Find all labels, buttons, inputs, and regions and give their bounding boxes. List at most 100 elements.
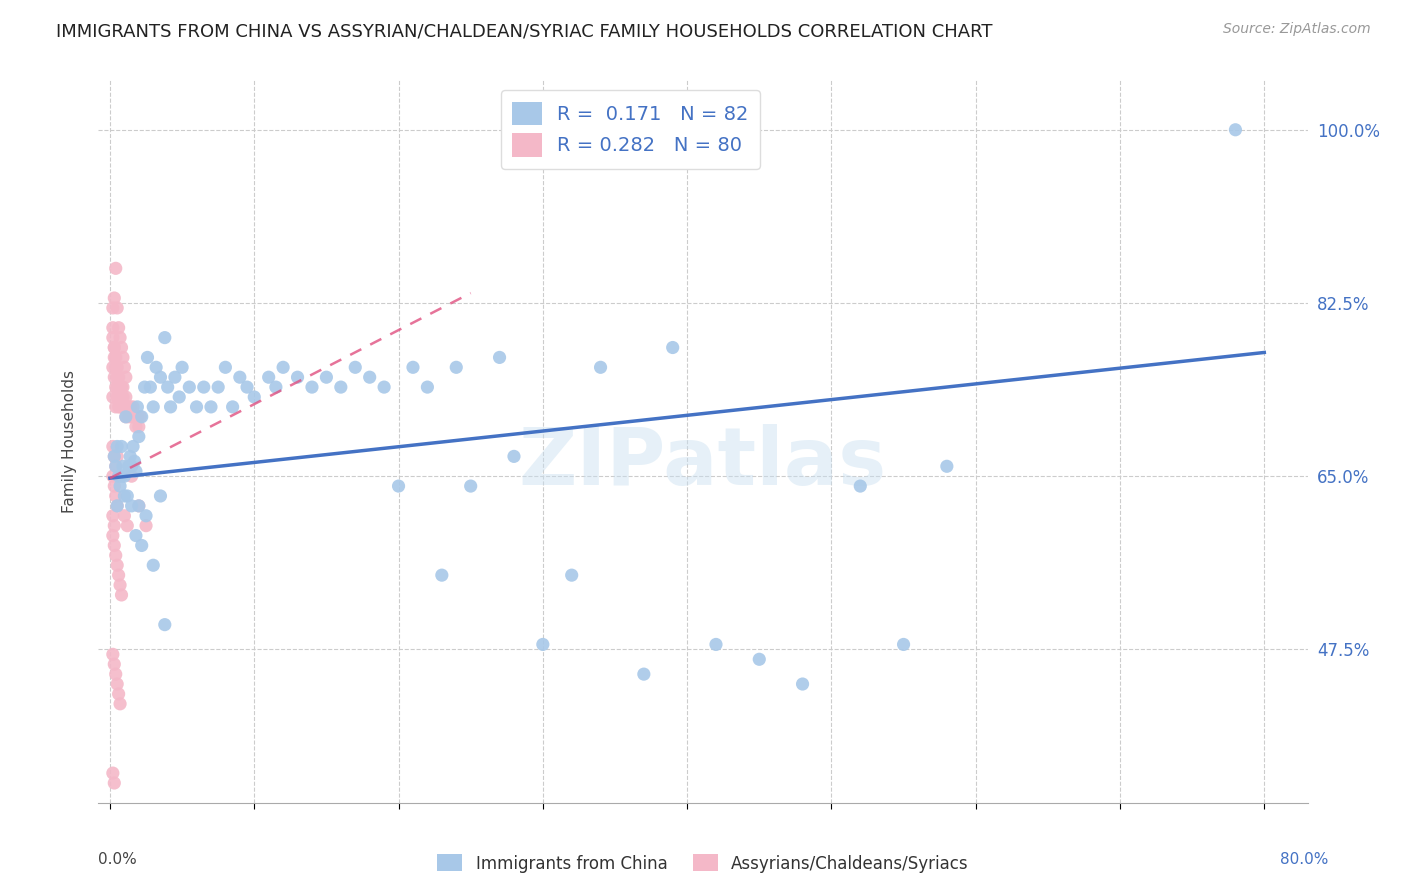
Point — [128, 499, 150, 513]
Point — [111, 351, 134, 365]
Point — [105, 499, 128, 513]
Point — [446, 360, 468, 375]
Point — [108, 390, 131, 404]
Point — [104, 459, 127, 474]
Point — [107, 370, 129, 384]
Point — [122, 400, 145, 414]
Point — [110, 469, 132, 483]
Point — [104, 380, 127, 394]
Point — [127, 400, 149, 414]
Point — [633, 667, 655, 681]
Point — [108, 330, 131, 344]
Point — [105, 390, 128, 404]
Point — [163, 370, 186, 384]
Point — [107, 320, 129, 334]
Point — [108, 479, 131, 493]
Point — [105, 450, 128, 464]
Point — [107, 687, 129, 701]
Point — [104, 261, 127, 276]
Point — [460, 479, 482, 493]
Point — [661, 341, 683, 355]
Point — [214, 360, 236, 375]
Point — [101, 528, 124, 542]
Point — [117, 489, 139, 503]
Point — [114, 409, 136, 424]
Point — [704, 637, 727, 651]
Point — [108, 578, 131, 592]
Point — [110, 588, 132, 602]
Point — [103, 518, 125, 533]
Point — [122, 440, 145, 454]
Point — [103, 341, 125, 355]
Point — [153, 330, 176, 344]
Point — [103, 291, 125, 305]
Point — [110, 390, 132, 404]
Point — [121, 469, 143, 483]
Point — [114, 409, 136, 424]
Point — [257, 370, 280, 384]
Point — [104, 549, 127, 563]
Point — [112, 489, 135, 503]
Point — [236, 380, 259, 394]
Point — [121, 459, 143, 474]
Point — [359, 370, 381, 384]
Point — [125, 528, 148, 542]
Point — [121, 499, 143, 513]
Point — [112, 508, 135, 523]
Point — [104, 489, 127, 503]
Point — [301, 380, 323, 394]
Point — [149, 489, 172, 503]
Point — [118, 409, 141, 424]
Point — [128, 499, 150, 513]
Point — [114, 390, 136, 404]
Point — [103, 657, 125, 672]
Point — [104, 459, 127, 474]
Point — [387, 479, 409, 493]
Point — [104, 400, 127, 414]
Point — [271, 360, 294, 375]
Point — [110, 440, 132, 454]
Point — [207, 380, 229, 394]
Point — [112, 360, 135, 375]
Point — [101, 440, 124, 454]
Point — [101, 648, 124, 662]
Point — [128, 419, 150, 434]
Point — [107, 400, 129, 414]
Legend: Immigrants from China, Assyrians/Chaldeans/Syriacs: Immigrants from China, Assyrians/Chaldea… — [430, 847, 976, 880]
Point — [142, 400, 165, 414]
Point — [112, 400, 135, 414]
Point — [127, 409, 149, 424]
Point — [104, 351, 127, 365]
Point — [105, 301, 128, 315]
Point — [105, 380, 128, 394]
Point — [117, 400, 139, 414]
Point — [128, 429, 150, 443]
Point — [103, 776, 125, 790]
Point — [120, 450, 142, 464]
Point — [111, 390, 134, 404]
Point — [748, 652, 770, 666]
Point — [430, 568, 453, 582]
Point — [243, 390, 266, 404]
Point — [121, 409, 143, 424]
Text: 80.0%: 80.0% — [1281, 852, 1329, 867]
Point — [172, 360, 194, 375]
Point — [105, 370, 128, 384]
Point — [503, 450, 526, 464]
Point — [149, 370, 172, 384]
Point — [110, 341, 132, 355]
Point — [135, 508, 157, 523]
Point — [488, 351, 510, 365]
Point — [101, 320, 124, 334]
Point — [329, 380, 352, 394]
Point — [103, 370, 125, 384]
Y-axis label: Family Households: Family Households — [62, 370, 77, 513]
Point — [103, 341, 125, 355]
Point — [145, 360, 167, 375]
Point — [186, 400, 208, 414]
Point — [589, 360, 612, 375]
Point — [110, 380, 132, 394]
Point — [101, 469, 124, 483]
Point — [134, 380, 156, 394]
Point — [103, 351, 125, 365]
